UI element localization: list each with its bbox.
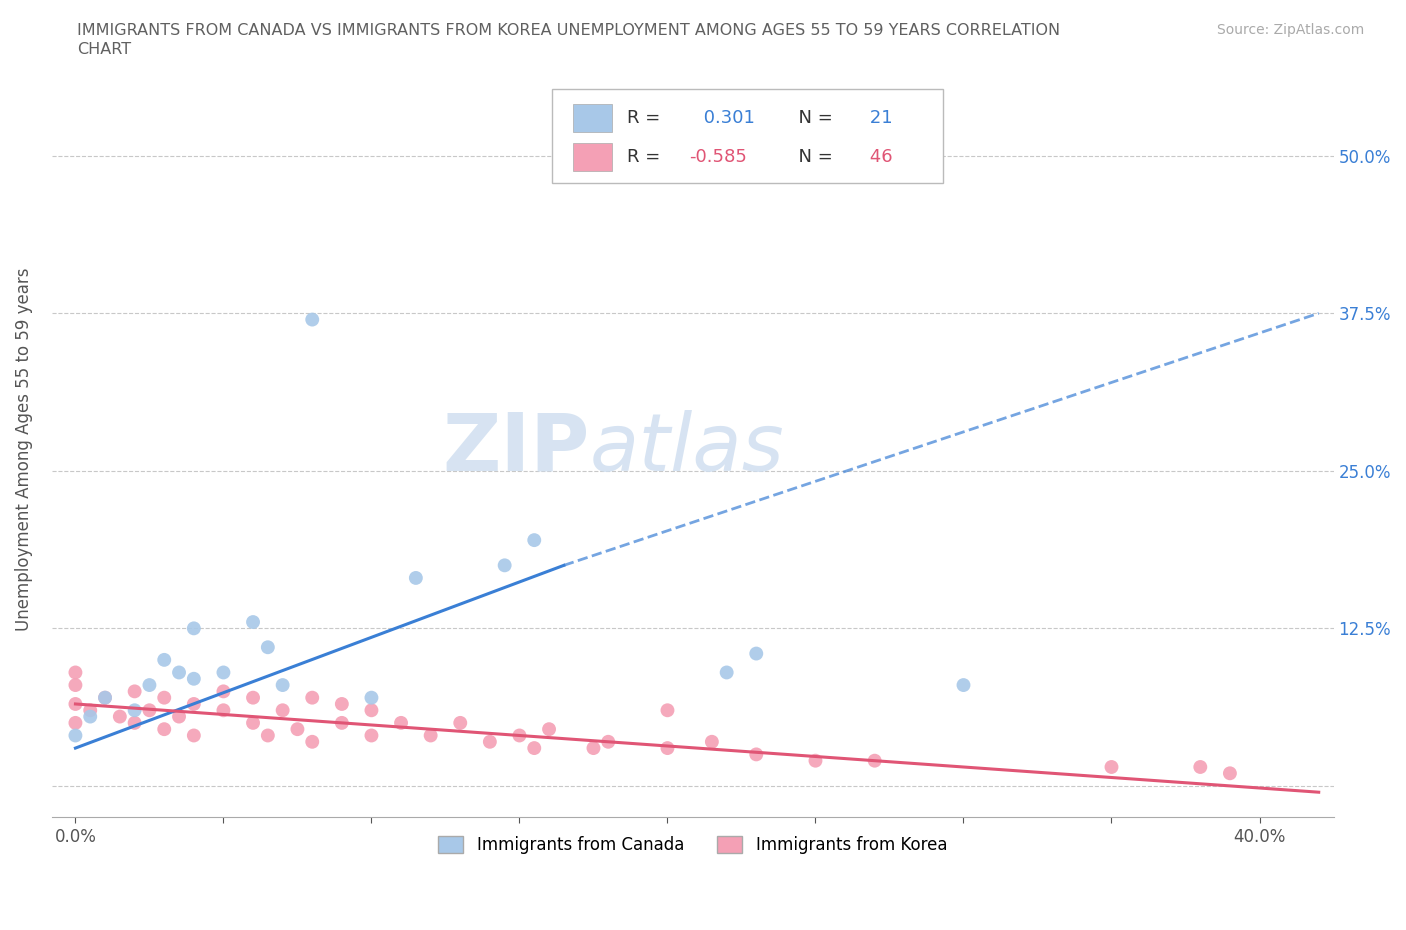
Point — [242, 615, 264, 630]
Text: N =: N = — [787, 109, 839, 126]
Point — [657, 703, 679, 718]
Point — [242, 690, 264, 705]
FancyBboxPatch shape — [574, 143, 612, 171]
Point — [494, 558, 516, 573]
Text: atlas: atlas — [591, 410, 785, 487]
Point — [79, 703, 101, 718]
Point — [79, 710, 101, 724]
Point — [389, 715, 412, 730]
Point — [598, 735, 620, 750]
Point — [745, 747, 768, 762]
Point — [449, 715, 471, 730]
Point — [700, 735, 723, 750]
Point — [287, 722, 309, 737]
Point — [138, 703, 160, 718]
Legend: Immigrants from Canada, Immigrants from Korea: Immigrants from Canada, Immigrants from … — [432, 830, 953, 860]
Point — [405, 570, 427, 585]
Point — [508, 728, 530, 743]
Point — [212, 684, 235, 698]
Point — [523, 533, 546, 548]
Point — [657, 740, 679, 755]
Point — [745, 646, 768, 661]
Point — [94, 690, 117, 705]
Point — [65, 715, 87, 730]
Point — [167, 665, 190, 680]
Point — [153, 690, 176, 705]
Point — [419, 728, 441, 743]
Point — [183, 728, 205, 743]
Point — [301, 690, 323, 705]
Point — [360, 703, 382, 718]
Text: 21: 21 — [865, 109, 893, 126]
Point — [124, 684, 146, 698]
Point — [360, 690, 382, 705]
Point — [183, 621, 205, 636]
Point — [952, 678, 974, 693]
Y-axis label: Unemployment Among Ages 55 to 59 years: Unemployment Among Ages 55 to 59 years — [15, 267, 32, 631]
Point — [138, 678, 160, 693]
Point — [212, 665, 235, 680]
Point — [716, 665, 738, 680]
Point — [478, 735, 501, 750]
Point — [65, 665, 87, 680]
Point — [360, 728, 382, 743]
Point — [582, 740, 605, 755]
Point — [301, 735, 323, 750]
Text: CHART: CHART — [77, 42, 131, 57]
Text: R =: R = — [627, 148, 666, 166]
Point — [257, 728, 280, 743]
Point — [242, 715, 264, 730]
Point — [65, 728, 87, 743]
Point — [1189, 760, 1212, 775]
Point — [863, 753, 886, 768]
Text: 46: 46 — [865, 148, 893, 166]
Text: Source: ZipAtlas.com: Source: ZipAtlas.com — [1216, 23, 1364, 37]
Point — [65, 678, 87, 693]
Text: IMMIGRANTS FROM CANADA VS IMMIGRANTS FROM KOREA UNEMPLOYMENT AMONG AGES 55 TO 59: IMMIGRANTS FROM CANADA VS IMMIGRANTS FRO… — [77, 23, 1060, 38]
Point — [183, 697, 205, 711]
FancyBboxPatch shape — [574, 103, 612, 132]
Point — [330, 697, 353, 711]
Point — [271, 703, 294, 718]
Text: R =: R = — [627, 109, 666, 126]
Text: 0.301: 0.301 — [697, 109, 755, 126]
Point — [330, 715, 353, 730]
Point — [523, 740, 546, 755]
Point — [124, 715, 146, 730]
Point — [94, 690, 117, 705]
Point — [183, 671, 205, 686]
Point — [124, 703, 146, 718]
Point — [65, 697, 87, 711]
Point — [301, 312, 323, 327]
Point — [804, 753, 827, 768]
Point — [1101, 760, 1123, 775]
Point — [153, 653, 176, 668]
Text: N =: N = — [787, 148, 839, 166]
Point — [167, 710, 190, 724]
Point — [108, 710, 131, 724]
Point — [271, 678, 294, 693]
Point — [257, 640, 280, 655]
Text: ZIP: ZIP — [443, 410, 591, 487]
Point — [212, 703, 235, 718]
Point — [1219, 765, 1241, 780]
Text: -0.585: -0.585 — [689, 148, 747, 166]
Point — [538, 722, 561, 737]
Point — [153, 722, 176, 737]
FancyBboxPatch shape — [551, 89, 942, 183]
